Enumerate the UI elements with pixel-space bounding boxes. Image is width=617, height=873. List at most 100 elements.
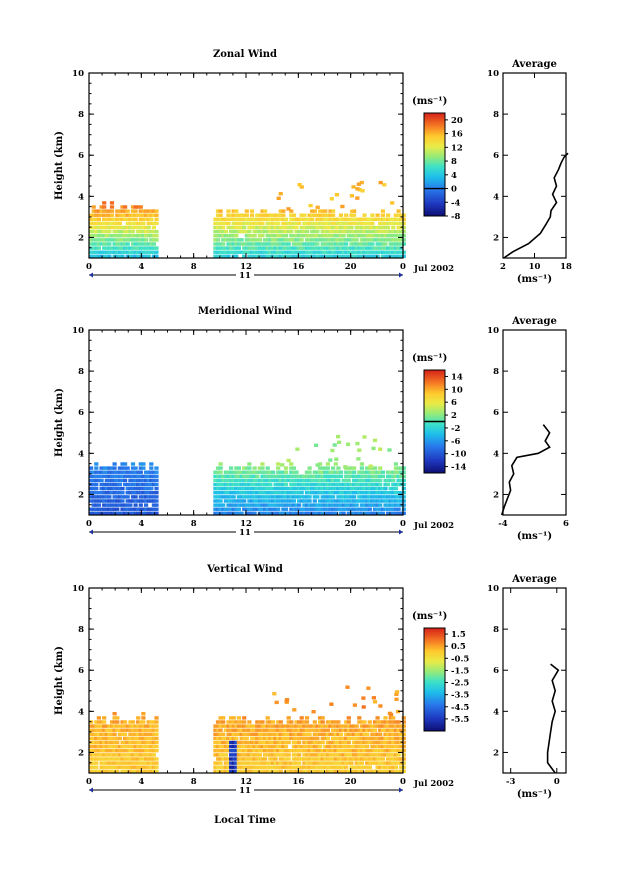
heatmap-cell bbox=[328, 238, 333, 242]
heatmap-cell bbox=[375, 482, 380, 487]
heatmap-cell bbox=[242, 250, 247, 254]
heatmap-cell bbox=[359, 765, 364, 769]
heatmap-cell bbox=[242, 470, 247, 474]
heatmap-cell bbox=[393, 740, 398, 745]
colorbar-segment bbox=[424, 471, 445, 474]
heatmap-cell bbox=[213, 753, 218, 757]
heatmap-cell bbox=[391, 740, 396, 745]
heatmap-cell bbox=[151, 470, 156, 474]
heatmap-cell bbox=[96, 716, 101, 720]
heatmap-cell bbox=[359, 724, 364, 728]
heatmap-cell bbox=[320, 761, 325, 765]
heatmap-cell bbox=[310, 757, 315, 761]
colorbar-segment bbox=[424, 701, 445, 704]
colorbar-segment bbox=[424, 428, 445, 431]
heatmap-cell bbox=[128, 250, 133, 254]
heatmap-cell bbox=[359, 749, 364, 753]
heatmap-cell bbox=[94, 495, 99, 499]
heatmap-cell bbox=[252, 740, 257, 745]
heatmap-cell bbox=[375, 238, 380, 242]
heatmap-cell bbox=[252, 229, 257, 234]
heatmap-cell bbox=[128, 229, 133, 234]
heatmap-cell bbox=[136, 744, 141, 749]
heatmap-cell bbox=[283, 254, 289, 258]
colorbar-segment bbox=[424, 725, 445, 728]
heatmap-cell bbox=[401, 213, 406, 217]
heatmap-cell bbox=[94, 736, 99, 741]
heatmap-cell bbox=[231, 507, 236, 511]
heatmap-cell bbox=[367, 753, 372, 757]
heatmap-cell bbox=[325, 213, 330, 217]
heatmap-cell bbox=[325, 234, 330, 238]
heatmap-cell bbox=[270, 503, 276, 507]
heatmap-cell bbox=[350, 209, 355, 213]
colorbar-segment bbox=[424, 130, 445, 133]
heatmap-cell bbox=[268, 217, 273, 221]
heatmap-cell bbox=[367, 724, 372, 728]
heatmap-cell bbox=[328, 246, 333, 250]
heatmap-cell bbox=[375, 732, 380, 736]
heatmap-cell bbox=[234, 765, 239, 769]
heatmap-cell bbox=[229, 511, 234, 515]
heatmap-cell bbox=[386, 503, 391, 507]
heatmap-cell bbox=[221, 221, 226, 226]
heatmap-cell bbox=[102, 757, 107, 761]
heatmap-cell bbox=[307, 761, 312, 765]
heatmap-cell bbox=[323, 217, 328, 221]
heatmap-cell bbox=[355, 441, 360, 446]
heatmap-cell bbox=[94, 474, 99, 478]
colorbar-segment bbox=[424, 137, 445, 140]
heatmap-cell bbox=[302, 242, 307, 246]
heatmap-cell bbox=[130, 229, 136, 234]
heatmap-cell bbox=[375, 213, 380, 217]
colorbar-segment bbox=[424, 677, 445, 680]
heatmap-cell bbox=[318, 486, 323, 491]
heatmap-cell bbox=[102, 205, 107, 209]
heatmap-cell bbox=[331, 482, 336, 487]
heatmap-cell bbox=[213, 242, 218, 246]
heatmap-cell bbox=[255, 499, 260, 503]
heatmap-cell bbox=[242, 229, 247, 234]
heatmap-cell bbox=[344, 757, 349, 761]
heatmap-cell bbox=[144, 728, 149, 732]
heatmap-cell bbox=[281, 482, 286, 487]
heatmap-cell bbox=[291, 749, 296, 753]
heatmap-cell bbox=[215, 507, 221, 511]
heatmap-cell bbox=[386, 769, 391, 773]
heatmap-cell bbox=[299, 229, 304, 234]
heatmap-cell bbox=[268, 250, 273, 254]
heatmap-cell bbox=[125, 466, 130, 470]
heatmap-cell bbox=[223, 728, 228, 732]
heatmap-cell bbox=[370, 478, 375, 483]
heatmap-cell bbox=[117, 250, 122, 254]
heatmap-cell bbox=[102, 221, 107, 226]
heatmap-cell bbox=[328, 250, 333, 254]
heatmap-cell bbox=[399, 736, 404, 741]
heatmap-cell bbox=[244, 728, 249, 732]
heatmap-cell bbox=[336, 221, 341, 226]
y-axis-label: Height (km) bbox=[54, 131, 65, 200]
heatmap-cell bbox=[255, 474, 260, 478]
heatmap-cell bbox=[218, 503, 223, 507]
heatmap-cell bbox=[234, 209, 239, 213]
heatmap-cell bbox=[125, 757, 130, 761]
heatmap-cell bbox=[244, 486, 249, 491]
heatmap-cell bbox=[354, 478, 359, 483]
heatmap-cell bbox=[146, 757, 151, 761]
heatmap-cell bbox=[370, 250, 375, 254]
heatmap-cell bbox=[226, 234, 231, 238]
heatmap-cell bbox=[89, 511, 94, 515]
heatmap-cell bbox=[341, 225, 346, 230]
heatmap-cell bbox=[244, 769, 249, 773]
heatmap-cell bbox=[218, 478, 223, 483]
colorbar-segment bbox=[424, 636, 445, 639]
heatmap-cell bbox=[367, 242, 372, 246]
heatmap-cell bbox=[130, 761, 136, 765]
heatmap-cell bbox=[302, 724, 307, 728]
heatmap-cell bbox=[115, 740, 120, 745]
heatmap-cell bbox=[244, 234, 249, 238]
heatmap-cell bbox=[107, 749, 112, 753]
heatmap-cell bbox=[273, 736, 278, 741]
heatmap-cell bbox=[120, 213, 125, 217]
heatmap-cell bbox=[128, 761, 133, 765]
